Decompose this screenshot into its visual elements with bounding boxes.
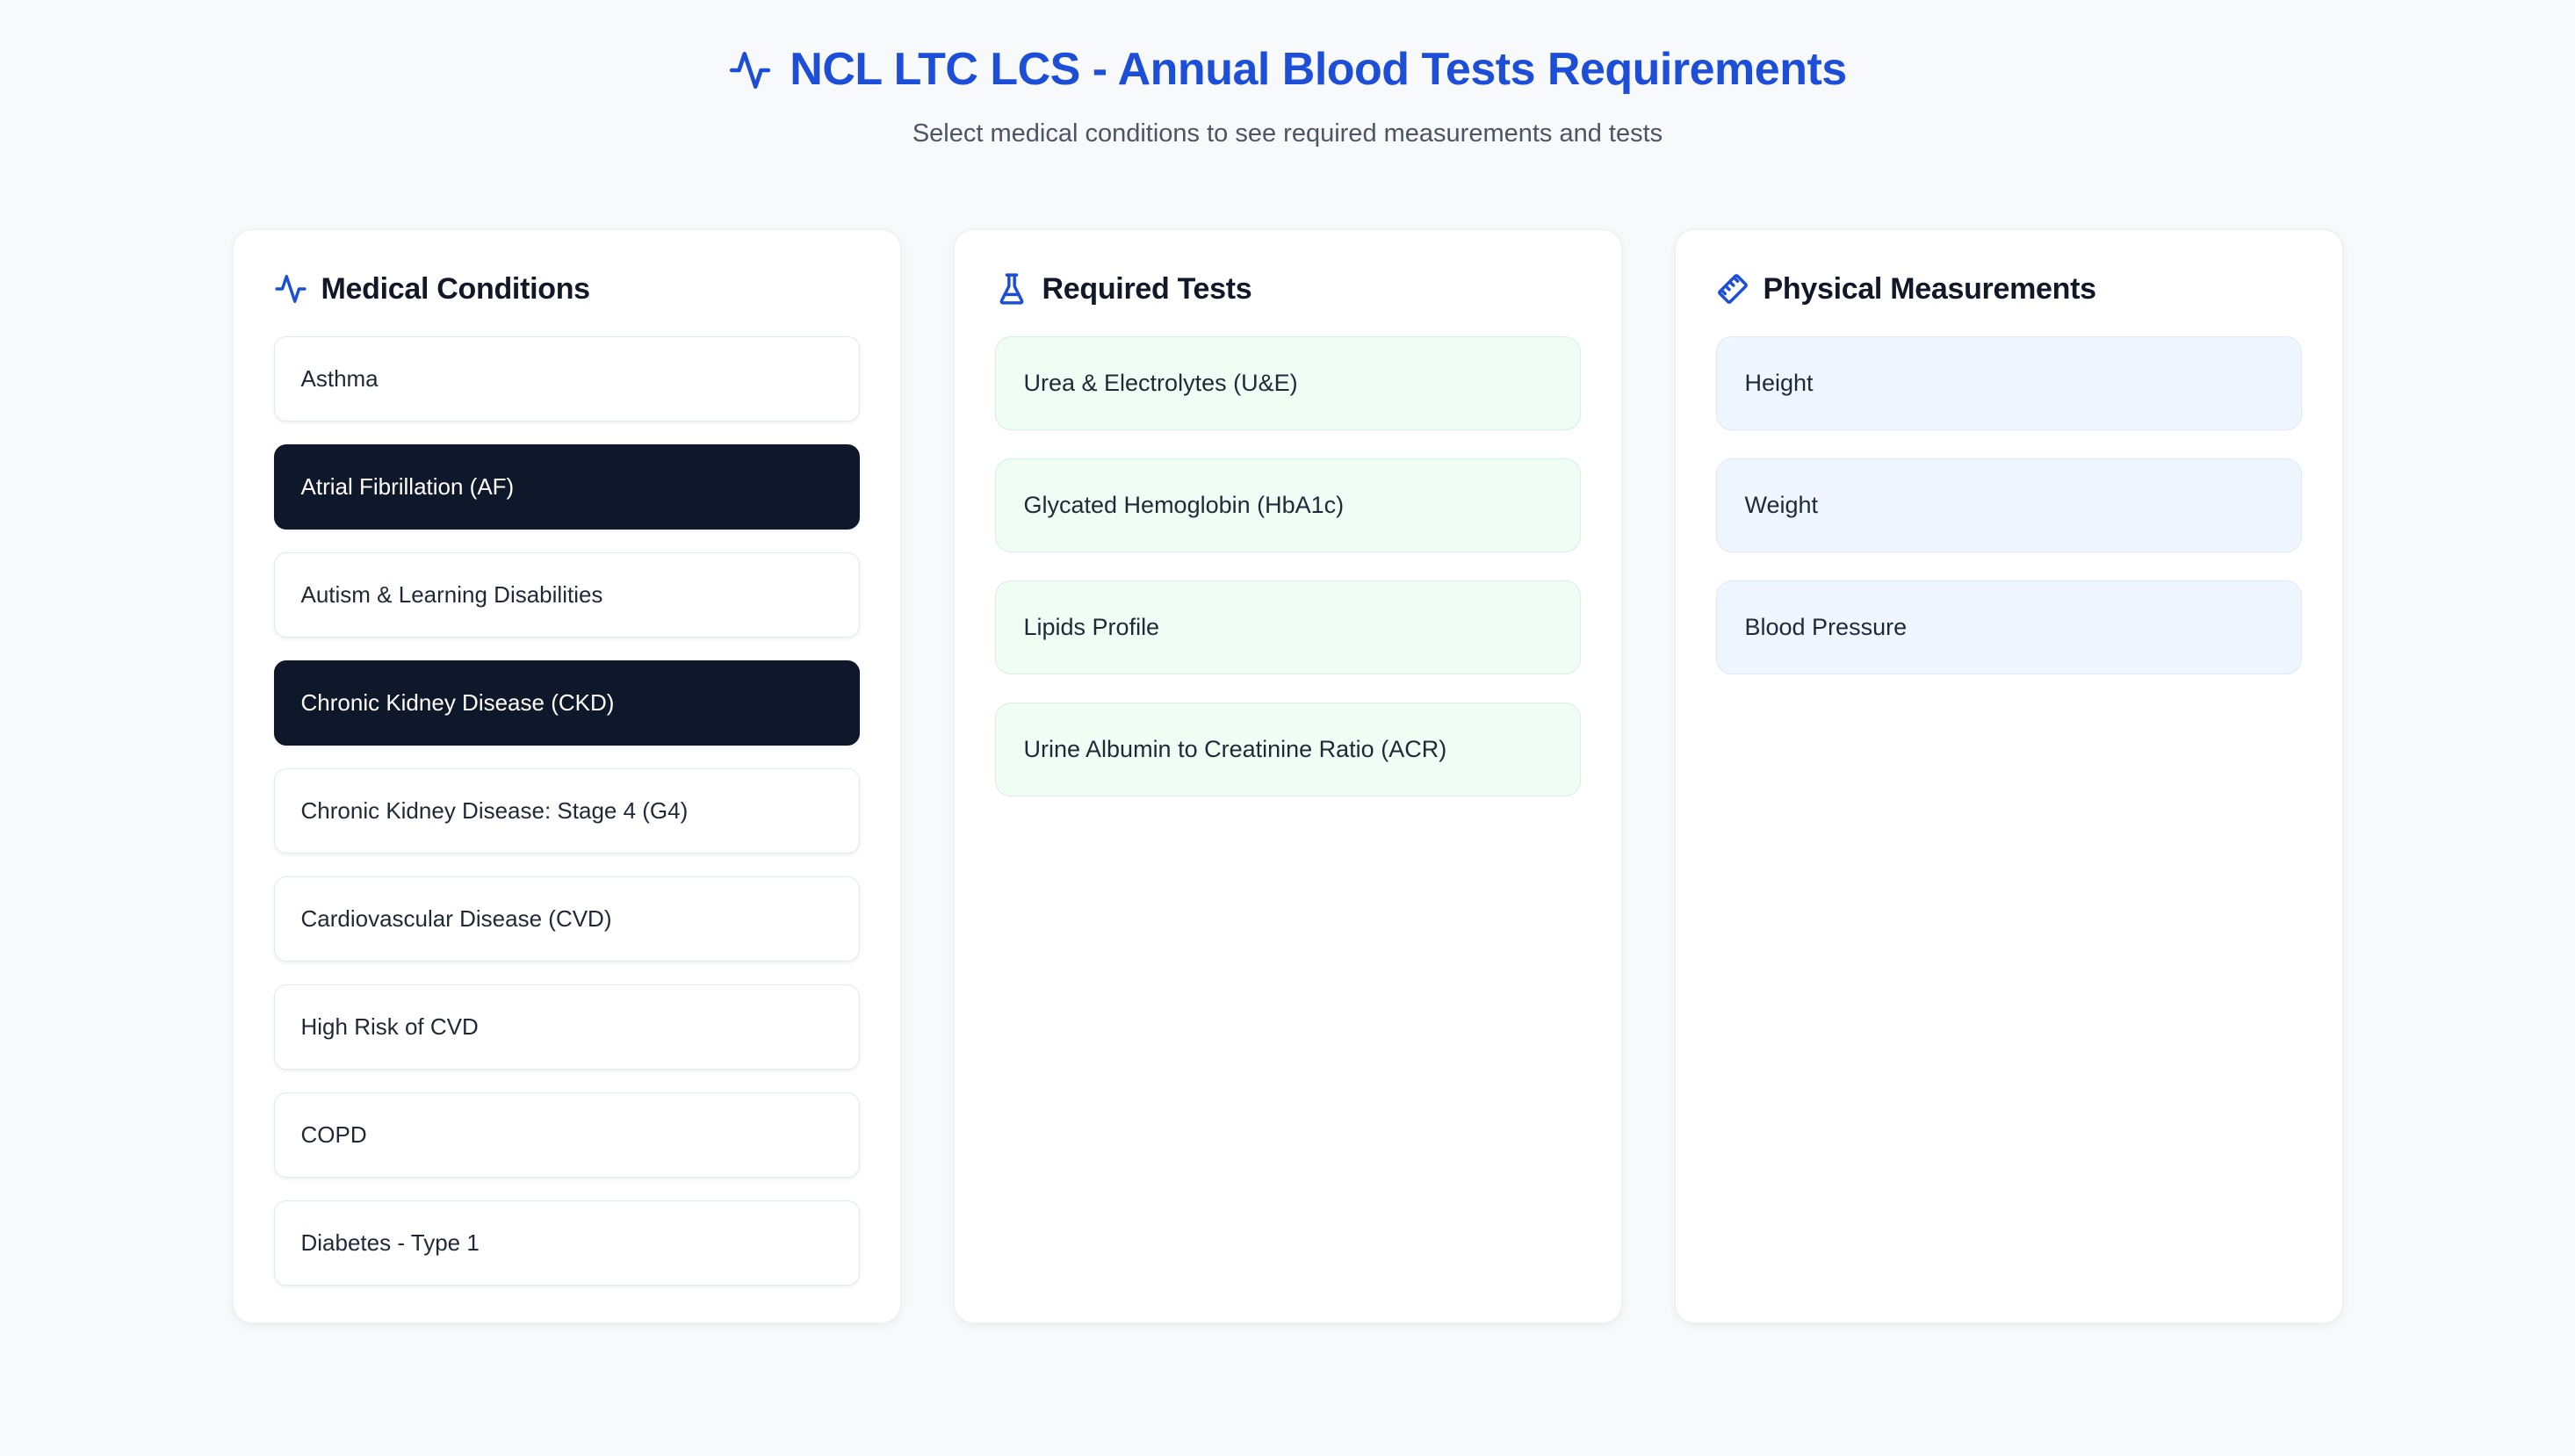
condition-label: Autism & Learning Disabilities <box>300 580 603 608</box>
condition-label: Chronic Kidney Disease: Stage 4 (G4) <box>300 796 689 824</box>
measurement-label: Height <box>1744 369 1814 396</box>
condition-label: Cardiovascular Disease (CVD) <box>300 905 612 932</box>
measurement-item: Height <box>1715 335 2302 430</box>
pulse-icon <box>728 48 772 92</box>
condition-button[interactable]: Chronic Kidney Disease (CKD) <box>273 660 860 746</box>
condition-button[interactable]: Autism & Learning Disabilities <box>273 551 860 638</box>
condition-label: Diabetes - Type 1 <box>300 1229 480 1256</box>
required-test-label: Urine Albumin to Creatinine Ratio (ACR) <box>1023 735 1447 762</box>
physical-measurements-title: Physical Measurements <box>1763 271 2097 306</box>
required-tests-header: Required Tests <box>995 272 1581 306</box>
ruler-icon <box>1716 272 1749 306</box>
required-test-item: Glycated Hemoglobin (HbA1c) <box>994 458 1581 552</box>
condition-button[interactable]: COPD <box>273 1092 860 1178</box>
page-subtitle: Select medical conditions to see require… <box>912 119 1663 148</box>
physical-measurements-list: Height Weight Blood Pressure <box>1715 335 2302 674</box>
physical-measurements-card: Physical Measurements Height Weight Bloo… <box>1674 228 2343 1323</box>
measurement-item: Blood Pressure <box>1715 580 2302 674</box>
condition-label: High Risk of CVD <box>300 1013 479 1040</box>
conditions-list[interactable]: Asthma Atrial Fibrillation (AF) Autism &… <box>273 335 860 1286</box>
measurement-label: Weight <box>1744 491 1819 518</box>
medical-conditions-title: Medical Conditions <box>321 271 591 306</box>
required-test-label: Glycated Hemoglobin (HbA1c) <box>1023 491 1345 518</box>
condition-label: COPD <box>300 1121 367 1148</box>
flask-icon <box>995 272 1028 306</box>
condition-button[interactable]: Cardiovascular Disease (CVD) <box>273 876 860 962</box>
condition-button[interactable]: Asthma <box>273 335 860 422</box>
measurement-item: Weight <box>1715 458 2302 552</box>
condition-button[interactable]: Diabetes - Type 1 <box>273 1200 860 1286</box>
required-tests-title: Required Tests <box>1042 271 1252 306</box>
condition-label: Chronic Kidney Disease (CKD) <box>300 688 615 716</box>
required-tests-list: Urea & Electrolytes (U&E) Glycated Hemog… <box>994 335 1581 796</box>
pulse-icon <box>274 272 307 306</box>
required-tests-card: Required Tests Urea & Electrolytes (U&E)… <box>953 228 1622 1323</box>
condition-label: Atrial Fibrillation (AF) <box>300 472 515 500</box>
content-columns: Medical Conditions Asthma Atrial Fibrill… <box>0 228 2575 1323</box>
page-title: NCL LTC LCS - Annual Blood Tests Require… <box>790 44 1847 95</box>
condition-button[interactable]: Atrial Fibrillation (AF) <box>273 443 860 530</box>
measurement-label: Blood Pressure <box>1744 613 1908 640</box>
physical-measurements-header: Physical Measurements <box>1716 272 2302 306</box>
condition-button[interactable]: Chronic Kidney Disease: Stage 4 (G4) <box>273 768 860 854</box>
app-header: NCL LTC LCS - Annual Blood Tests Require… <box>0 44 2575 148</box>
required-test-item: Urea & Electrolytes (U&E) <box>994 335 1581 430</box>
required-test-label: Lipids Profile <box>1023 613 1160 640</box>
medical-conditions-header: Medical Conditions <box>274 272 860 306</box>
condition-label: Asthma <box>300 364 379 392</box>
required-test-item: Lipids Profile <box>994 580 1581 674</box>
medical-conditions-card: Medical Conditions Asthma Atrial Fibrill… <box>232 228 901 1323</box>
required-test-item: Urine Albumin to Creatinine Ratio (ACR) <box>994 702 1581 796</box>
required-test-label: Urea & Electrolytes (U&E) <box>1023 369 1298 396</box>
condition-button[interactable]: High Risk of CVD <box>273 984 860 1070</box>
